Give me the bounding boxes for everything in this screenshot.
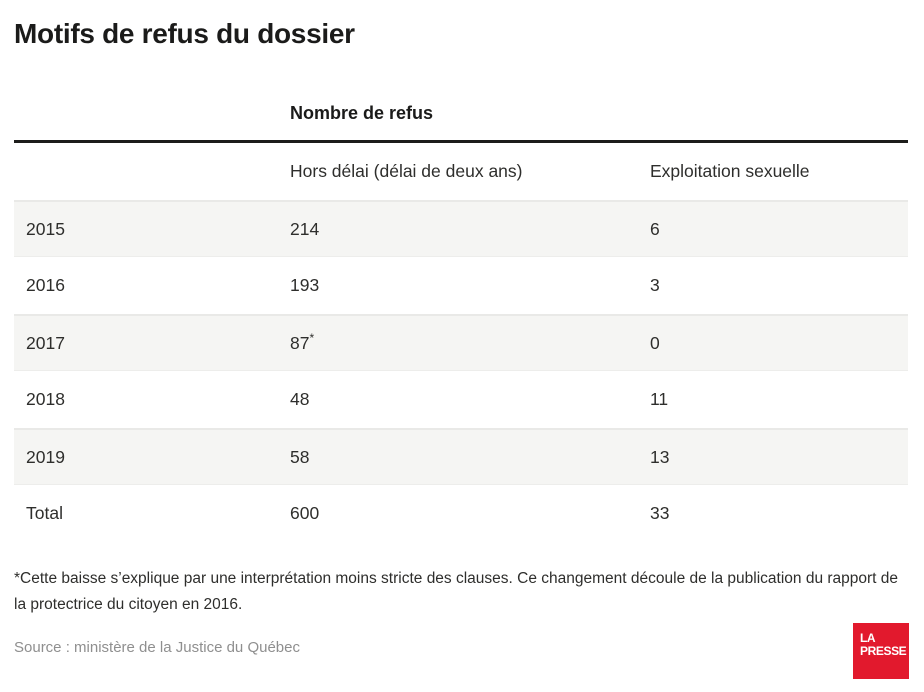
page-title: Motifs de refus du dossier: [14, 18, 355, 49]
cell-exploitation: 3: [650, 275, 660, 295]
column-group-header: Nombre de refus: [290, 103, 434, 123]
cell-hors-delai: 193: [290, 275, 650, 296]
table-row-2016: 2016 193 3: [14, 257, 908, 314]
cell-hors-delai: 48: [290, 389, 650, 410]
logo-line2: PRESSE: [860, 643, 907, 658]
cell-hors-delai: 87*: [290, 330, 650, 354]
row-label: 2015: [26, 218, 65, 239]
footnote-text: *Cette baisse s’explique par une interpr…: [14, 570, 899, 613]
row-label: 2016: [26, 275, 65, 295]
footnote-marker: *: [309, 330, 315, 345]
cell-value: 600: [290, 503, 320, 523]
table-row-2019: 2019 58 13: [14, 428, 908, 485]
row-label: 2017: [26, 332, 65, 353]
cell-value: 193: [290, 275, 320, 295]
cell-hors-delai: 600: [290, 503, 650, 524]
table-row-2015: 2015 214 6: [14, 200, 908, 257]
row-label: 2018: [26, 389, 65, 409]
refusals-table: Hors délai (délai de deux ans) Exploitat…: [14, 140, 908, 542]
cell-value: 58: [290, 446, 310, 467]
cell-value: 48: [290, 389, 310, 409]
column-header-hors-delai: Hors délai (délai de deux ans): [290, 161, 523, 181]
cell-exploitation: 13: [650, 446, 670, 467]
table-row-2017: 2017 87* 0: [14, 314, 908, 371]
cell-exploitation: 11: [650, 389, 669, 409]
table-header-row: Hors délai (délai de deux ans) Exploitat…: [14, 143, 908, 200]
cell-exploitation: 6: [650, 218, 660, 239]
logo-line1: LA: [860, 631, 876, 645]
cell-hors-delai: 214: [290, 219, 650, 240]
cell-hors-delai: 58: [290, 447, 650, 468]
lapresse-logo: LA PRESSE: [853, 623, 909, 679]
row-label: 2019: [26, 446, 65, 467]
cell-value: 214: [290, 218, 320, 239]
source-credit: Source : ministère de la Justice du Québ…: [14, 639, 300, 656]
table-row-2018: 2018 48 11: [14, 371, 908, 428]
cell-exploitation: 33: [650, 503, 670, 523]
cell-exploitation: 0: [650, 332, 660, 353]
column-header-exploitation: Exploitation sexuelle: [650, 161, 810, 181]
row-label: Total: [26, 503, 63, 523]
cell-value: 87: [290, 332, 310, 353]
table-row-total: Total 600 33: [14, 485, 908, 542]
